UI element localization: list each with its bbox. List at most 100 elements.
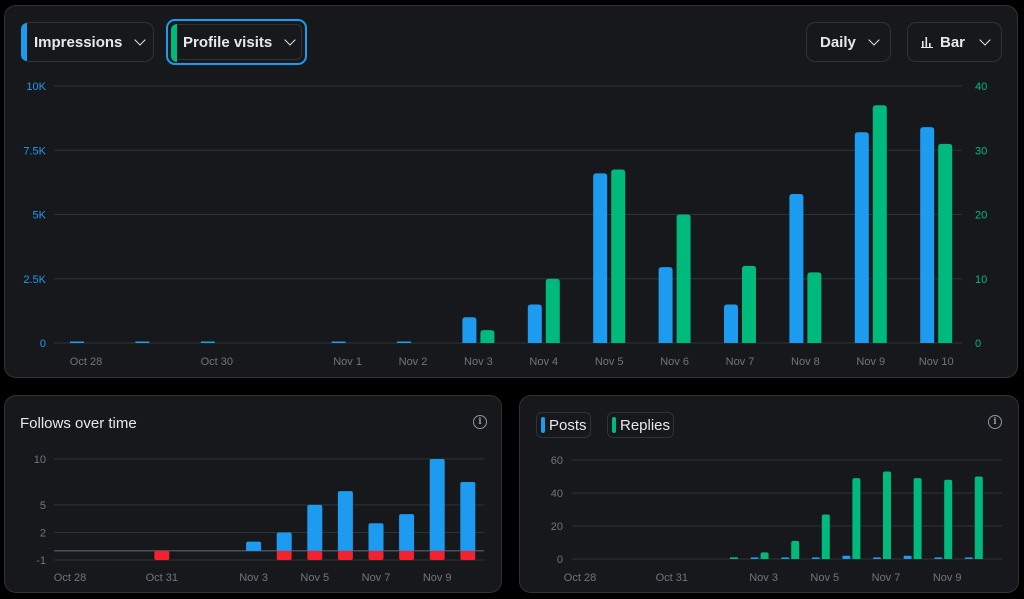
follows-bar xyxy=(276,532,292,551)
main-x-tick: Nov 6 xyxy=(660,356,689,368)
chart-type-dropdown[interactable]: Bar xyxy=(907,22,1002,62)
follows-bar xyxy=(307,504,323,551)
follows-bar xyxy=(399,514,415,551)
follows-x-tick: Oct 28 xyxy=(54,572,86,584)
impressions-bar xyxy=(854,132,869,343)
unfollows-bar xyxy=(154,550,170,560)
follows-x-tick: Nov 5 xyxy=(300,572,329,584)
unfollows-bar xyxy=(429,550,445,560)
impressions-bar xyxy=(527,304,542,343)
unfollows-bar xyxy=(276,550,292,560)
metric2-label: Profile visits xyxy=(183,33,273,51)
interval-dropdown[interactable]: Daily xyxy=(806,22,891,62)
metric1-dropdown[interactable]: Impressions xyxy=(21,22,154,62)
main-x-tick: Oct 30 xyxy=(201,356,233,368)
legend-replies[interactable]: Replies xyxy=(607,412,674,438)
main-x-tick: Oct 28 xyxy=(70,356,102,368)
replies-bar xyxy=(913,478,922,559)
follows-y-tick: 2 xyxy=(40,527,46,539)
posts-bar xyxy=(873,557,881,559)
posts-bar xyxy=(934,557,943,559)
replies-bar xyxy=(791,540,800,559)
replies-bar xyxy=(944,479,953,559)
main-y-left-tick: 7.5K xyxy=(23,145,46,157)
posts-bar xyxy=(811,557,820,559)
profile-visits-bar xyxy=(611,169,626,343)
unfollows-bar xyxy=(460,550,476,560)
legend-posts[interactable]: Posts xyxy=(536,412,591,438)
main-x-tick: Nov 1 xyxy=(333,356,362,368)
main-x-tick: Nov 9 xyxy=(856,356,885,368)
profile-visits-bar xyxy=(480,330,495,343)
posts-x-tick: Nov 5 xyxy=(810,572,839,584)
posts-bar xyxy=(903,555,912,559)
posts-bar xyxy=(781,557,790,559)
replies-bar xyxy=(974,476,983,559)
posts-y-tick: 60 xyxy=(551,455,563,467)
profile-visits-bar xyxy=(742,265,756,343)
unfollows-bar xyxy=(307,550,323,560)
unfollows-bar xyxy=(368,550,384,560)
follows-bar xyxy=(337,491,353,551)
impressions-bar xyxy=(724,304,738,343)
main-x-tick: Nov 7 xyxy=(726,356,755,368)
profile-visits-bar xyxy=(807,272,822,343)
metric2-color-marker xyxy=(171,24,177,62)
replies-color-marker xyxy=(612,417,616,433)
main-chart-panel: Impressions Profile visits Daily Bar xyxy=(4,5,1018,378)
follows-bar xyxy=(368,523,384,551)
main-x-tick: Nov 5 xyxy=(595,356,624,368)
impressions-bar xyxy=(920,127,935,344)
unfollows-bar xyxy=(337,550,353,560)
main-x-tick: Nov 2 xyxy=(399,356,428,368)
legend-posts-label: Posts xyxy=(549,416,587,434)
main-y-right-tick: 0 xyxy=(975,338,981,350)
follows-x-tick: Nov 3 xyxy=(239,572,268,584)
main-x-tick: Nov 8 xyxy=(791,356,820,368)
main-y-right-tick: 20 xyxy=(975,210,987,222)
posts-y-tick: 0 xyxy=(557,554,563,566)
follows-x-tick: Nov 7 xyxy=(362,572,391,584)
impressions-bar xyxy=(397,341,411,343)
impressions-bar xyxy=(593,173,608,343)
main-y-left-tick: 2.5K xyxy=(23,274,46,286)
main-x-tick: Nov 4 xyxy=(529,356,558,368)
posts-x-tick: Nov 9 xyxy=(933,572,962,584)
bar-chart-icon xyxy=(921,37,933,48)
legend-replies-label: Replies xyxy=(620,416,671,434)
posts-x-tick: Nov 7 xyxy=(872,572,901,584)
posts-x-tick: Oct 28 xyxy=(564,572,596,584)
posts-bar xyxy=(750,557,759,559)
profile-visits-bar xyxy=(676,214,691,343)
main-y-right-tick: 40 xyxy=(975,81,987,93)
info-icon[interactable]: i xyxy=(988,415,1002,429)
follows-bar xyxy=(246,541,262,551)
chart-type-label: Bar xyxy=(940,33,966,51)
metric2-dropdown[interactable]: Profile visits xyxy=(166,19,307,65)
info-icon[interactable]: i xyxy=(473,415,487,429)
unfollows-bar xyxy=(399,550,415,560)
impressions-bar xyxy=(70,341,84,343)
main-y-right-tick: 10 xyxy=(975,274,987,286)
impressions-bar xyxy=(789,193,804,343)
impressions-bar xyxy=(135,341,150,343)
posts-color-marker xyxy=(541,417,545,433)
follows-bar xyxy=(460,481,476,551)
posts-x-tick: Nov 3 xyxy=(749,572,778,584)
main-x-tick: Nov 10 xyxy=(919,356,954,368)
main-y-left-tick: 5K xyxy=(33,210,47,222)
follows-x-tick: Nov 9 xyxy=(423,572,452,584)
profile-visits-bar xyxy=(938,143,953,343)
follows-y-tick: 10 xyxy=(34,454,46,466)
metric1-color-marker xyxy=(21,23,27,61)
follows-x-tick: Oct 31 xyxy=(146,572,178,584)
follows-y-tick: 5 xyxy=(40,500,46,512)
replies-bar xyxy=(730,557,738,559)
impressions-bar xyxy=(462,317,477,343)
follows-y-tick: -1 xyxy=(36,555,46,567)
posts-x-tick: Oct 31 xyxy=(656,572,688,584)
posts-y-tick: 40 xyxy=(551,488,563,500)
impressions-bar xyxy=(658,267,673,343)
main-y-left-tick: 0 xyxy=(40,338,46,350)
